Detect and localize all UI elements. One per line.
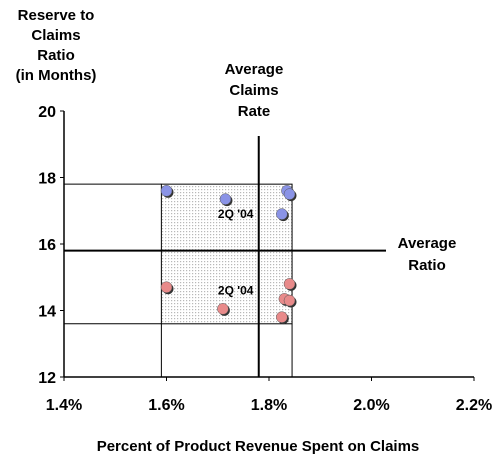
y-axis-title-line-3: Ratio bbox=[37, 47, 75, 64]
x-tick-label: 2.2% bbox=[456, 397, 492, 414]
y-tick-label: 14 bbox=[38, 304, 56, 321]
plot-area: 12 14 16 18 20 1.4% 1.6% 1.8% 2.0% 2.2% 2Q '04 2Q '… bbox=[38, 104, 492, 414]
data-point bbox=[276, 311, 288, 323]
y-axis-title-line-2: Claims bbox=[31, 27, 80, 44]
shaded-region bbox=[160, 183, 293, 325]
average-claims-rate-label-line-1: Average bbox=[225, 61, 284, 78]
average-ratio-label-line-1: Average bbox=[398, 235, 457, 252]
y-axis-title-line-1: Reserve to bbox=[18, 7, 95, 24]
series-annotation: 2Q '04 bbox=[218, 284, 254, 298]
y-tick-label: 16 bbox=[38, 237, 56, 254]
data-point bbox=[219, 193, 232, 205]
y-tick-label: 12 bbox=[38, 370, 56, 387]
data-point bbox=[283, 294, 296, 307]
average-claims-rate-label-line-2: Claims bbox=[229, 82, 278, 99]
data-point bbox=[283, 188, 296, 200]
data-point bbox=[283, 278, 296, 290]
y-tick-label: 20 bbox=[38, 104, 56, 121]
series-annotation: 2Q '04 bbox=[218, 207, 254, 221]
data-point bbox=[217, 303, 229, 315]
data-point bbox=[160, 185, 173, 197]
y-tick-label: 18 bbox=[38, 171, 56, 188]
x-tick-label: 1.4% bbox=[46, 397, 82, 414]
average-ratio-label-line-2: Ratio bbox=[408, 257, 446, 274]
x-tick-label: 2.0% bbox=[353, 397, 389, 414]
data-point bbox=[276, 208, 288, 220]
y-axis-title-line-4: (in Months) bbox=[16, 67, 97, 84]
x-tick-label: 1.6% bbox=[148, 397, 184, 414]
x-tick-label: 1.8% bbox=[251, 397, 287, 414]
x-axis-title: Percent of Product Revenue Spent on Clai… bbox=[97, 438, 420, 455]
data-point bbox=[160, 281, 173, 293]
average-claims-rate-label-line-3: Rate bbox=[238, 103, 271, 120]
